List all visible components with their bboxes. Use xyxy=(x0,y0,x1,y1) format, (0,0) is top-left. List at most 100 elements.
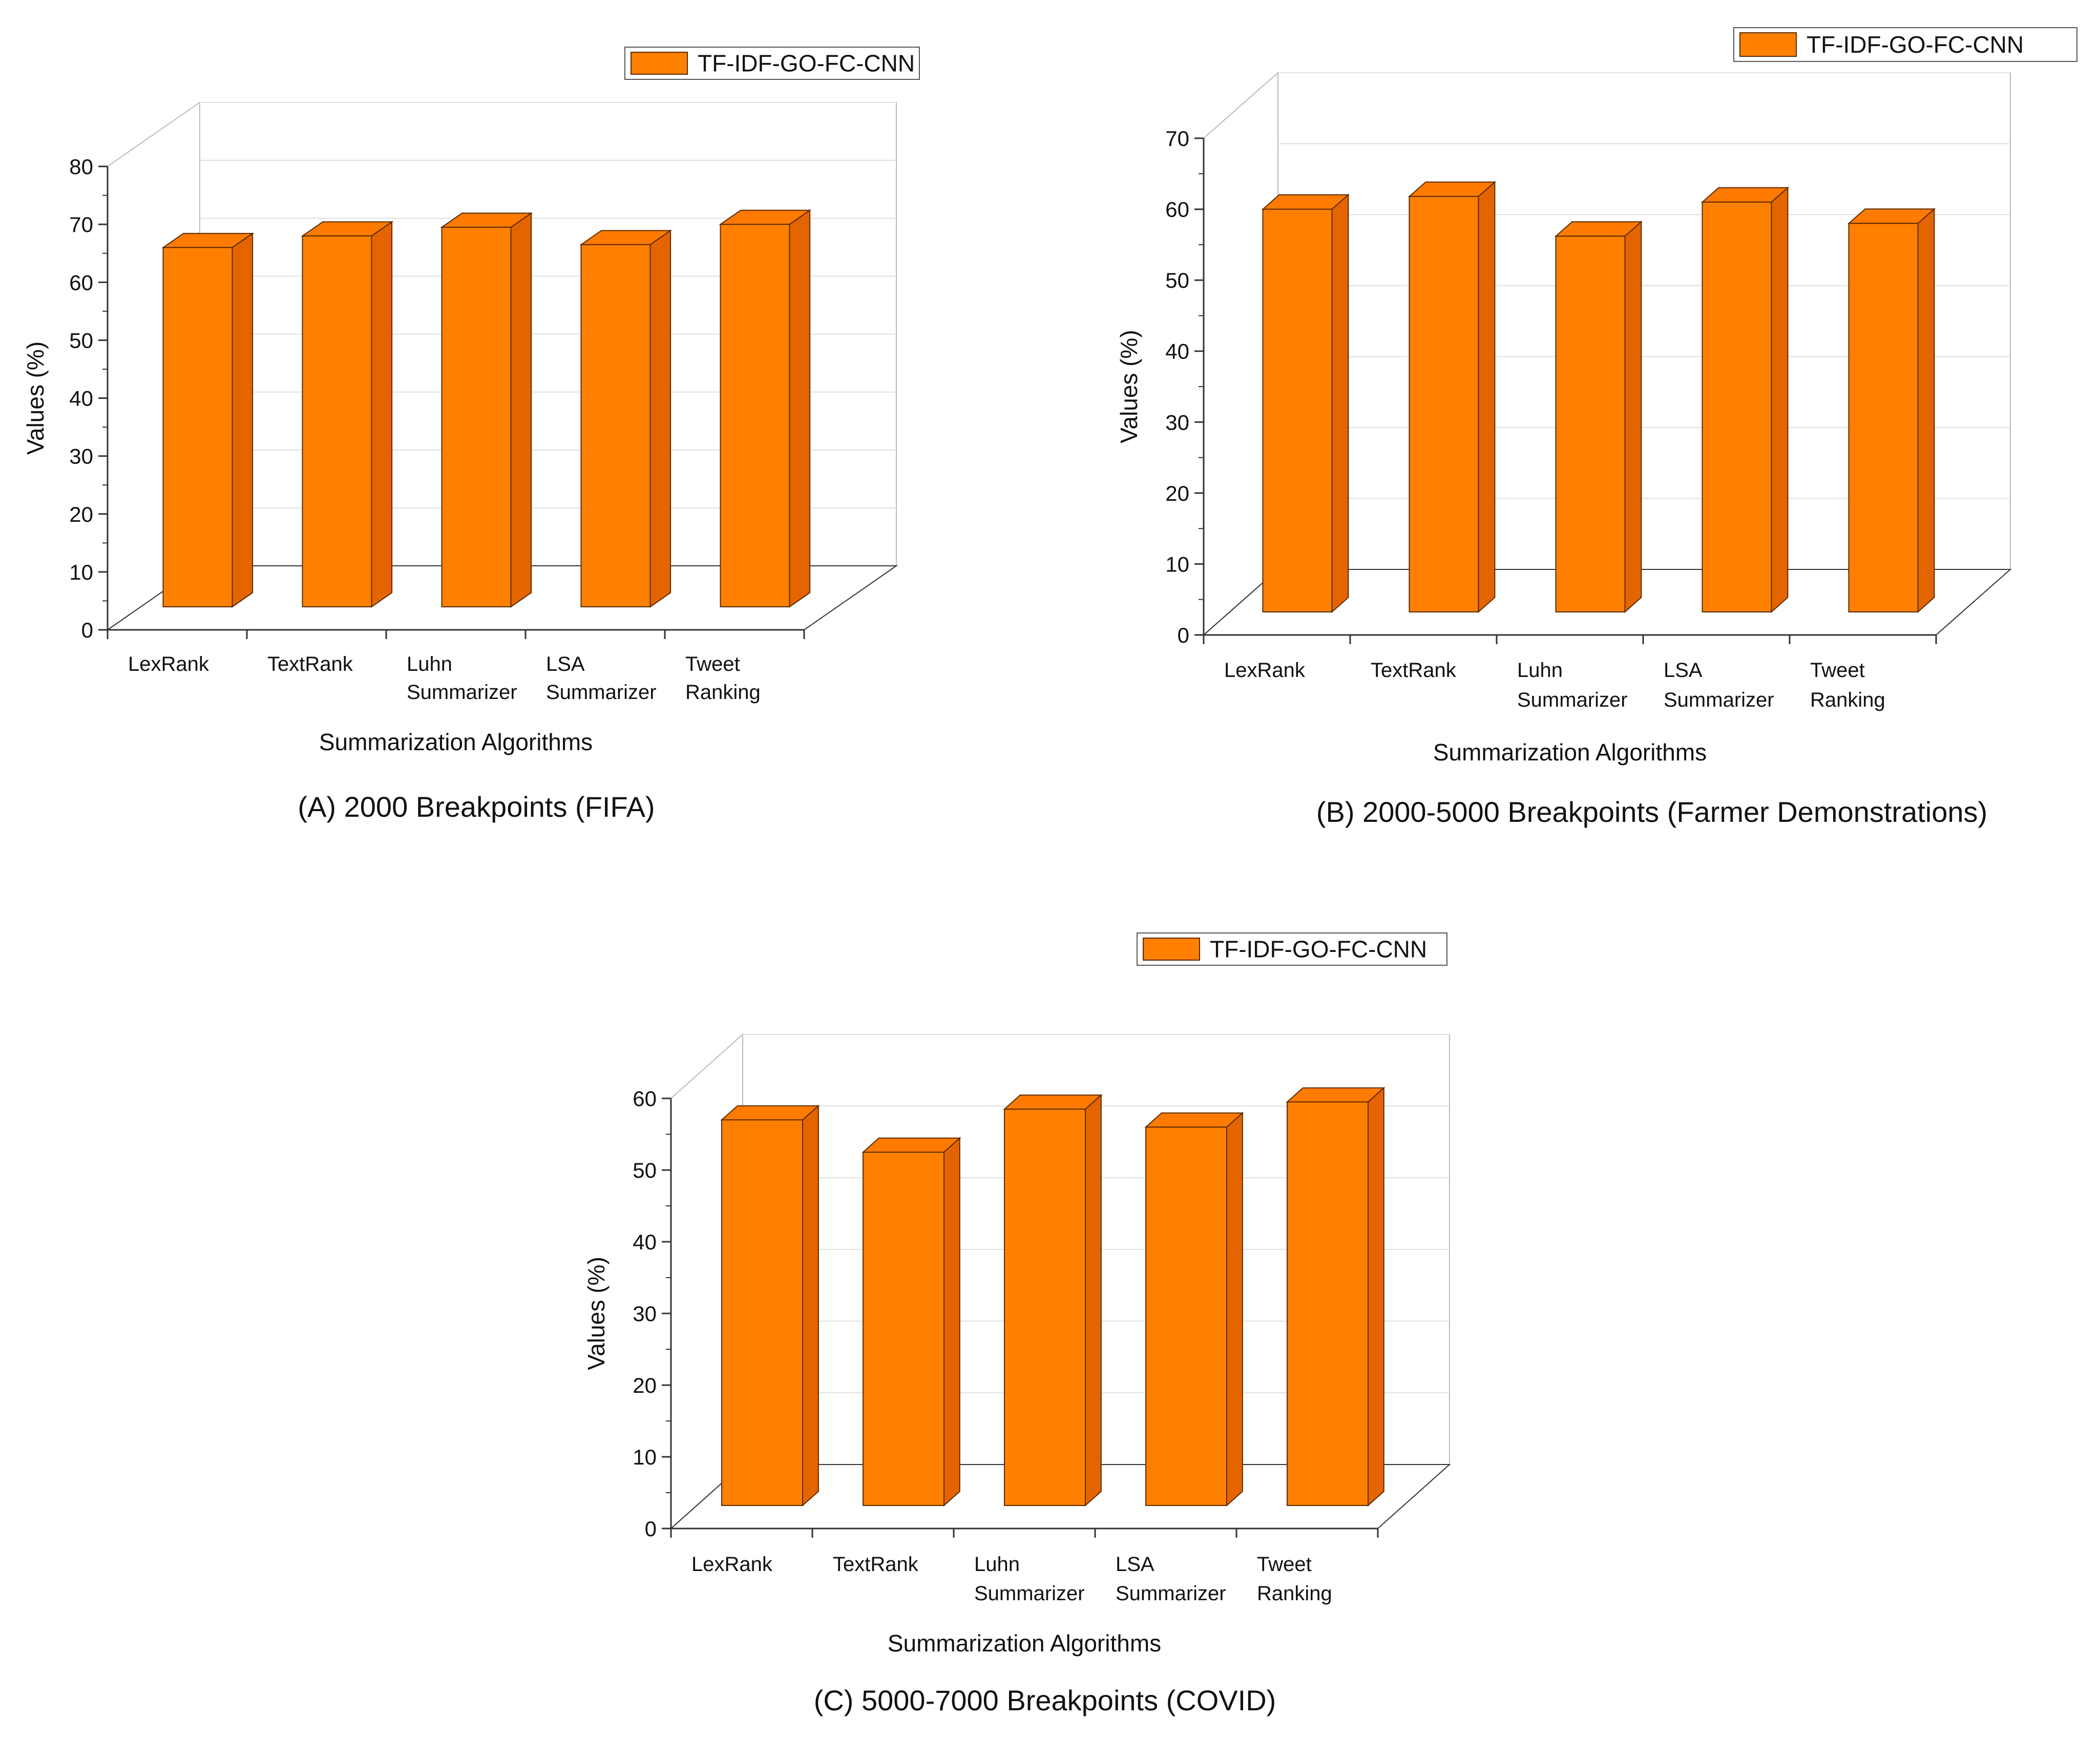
legend: TF-IDF-GO-FC-CNN xyxy=(1137,932,1447,966)
x-category-label: Summarizer xyxy=(546,681,657,704)
x-category-label: Summarizer xyxy=(1664,689,1774,711)
bar-5 xyxy=(719,209,812,608)
bar-4 xyxy=(1144,1112,1244,1507)
bar-top xyxy=(862,1137,961,1153)
bar-3 xyxy=(440,212,533,608)
bar-front xyxy=(441,226,512,607)
bar-front xyxy=(302,235,372,607)
bar-front xyxy=(580,244,651,607)
legend: TF-IDF-GO-FC-CNN xyxy=(624,47,920,80)
bar-front xyxy=(1848,223,1919,612)
y-tick-label: 0 xyxy=(81,618,93,642)
y-tick-label: 40 xyxy=(1165,339,1189,364)
bar-side xyxy=(1368,1087,1384,1507)
bar-side xyxy=(371,221,393,608)
bar-front xyxy=(863,1152,944,1506)
x-category-label: Ranking xyxy=(1810,689,1885,711)
legend-swatch xyxy=(631,52,688,75)
bar-3 xyxy=(1554,220,1643,613)
y-tick-label: 70 xyxy=(69,213,93,237)
bar-2 xyxy=(301,221,394,608)
x-category-label: Summarizer xyxy=(1517,689,1628,711)
bar-front xyxy=(1262,208,1333,613)
bar-4 xyxy=(579,229,673,608)
x-category-label: Tweet xyxy=(1257,1553,1312,1576)
y-tick-label: 40 xyxy=(69,387,93,411)
y-tick-label: 10 xyxy=(633,1445,657,1469)
bar-1 xyxy=(161,232,255,608)
legend: TF-IDF-GO-FC-CNN xyxy=(1733,27,2077,62)
bar-2 xyxy=(862,1137,961,1507)
bar-top xyxy=(1003,1094,1103,1110)
legend-swatch xyxy=(1143,938,1200,961)
chart-b-farmer-demonstrations: 0 10 20 30 40 50 60 70 LexRank TextRank Luhn Summar… xyxy=(1116,27,2077,828)
y-tick-label: 0 xyxy=(645,1517,657,1541)
legend-label: TF-IDF-GO-FC-CNN xyxy=(1807,31,2024,58)
bar-top xyxy=(1286,1087,1385,1102)
y-tick-label: 10 xyxy=(69,560,93,584)
x-category-label: Luhn xyxy=(1517,659,1563,682)
y-tick-label: 60 xyxy=(633,1087,657,1111)
chart-a-fifa: 0 10 20 30 40 50 60 70 80 LexRank TextRank Luhn Summ… xyxy=(22,47,920,823)
y-tick-label: 0 xyxy=(1178,623,1189,647)
x-category-label: TextRank xyxy=(833,1553,919,1576)
bar-front xyxy=(1702,201,1772,612)
bar-front xyxy=(1287,1101,1369,1506)
y-tick-label: 20 xyxy=(1165,481,1189,505)
x-category-label: LexRank xyxy=(1224,659,1306,682)
x-category-label: Summarizer xyxy=(1116,1582,1226,1605)
bar-side xyxy=(649,229,671,608)
x-category-label: TextRank xyxy=(1371,659,1457,682)
x-category-label: LSA xyxy=(1116,1553,1154,1576)
bar-front xyxy=(1555,236,1626,612)
bar-side xyxy=(232,232,254,608)
bar-2 xyxy=(1408,181,1497,613)
x-category-label: LSA xyxy=(1664,659,1703,682)
y-tick-label: 40 xyxy=(633,1230,657,1254)
x-category-label: Luhn xyxy=(974,1553,1020,1576)
x-category-label: Tweet xyxy=(685,653,740,675)
y-tick-label: 50 xyxy=(633,1158,657,1182)
bar-front xyxy=(1409,196,1479,612)
x-category-label: LexRank xyxy=(128,653,209,675)
chart-caption: (C) 5000-7000 Breakpoints (COVID) xyxy=(814,1684,1276,1716)
x-category-label: Luhn xyxy=(407,653,452,675)
legend-label: TF-IDF-GO-FC-CNN xyxy=(1210,936,1427,963)
legend-swatch xyxy=(1739,32,1797,57)
bar-side xyxy=(789,209,811,608)
x-category-label: Ranking xyxy=(1257,1582,1332,1605)
bar-side xyxy=(1917,207,1935,613)
bar-side xyxy=(802,1105,819,1507)
bar-front xyxy=(721,1119,803,1506)
y-tick-label: 30 xyxy=(633,1302,657,1326)
y-tick-label: 30 xyxy=(1165,410,1189,434)
y-tick-label: 30 xyxy=(69,444,93,469)
x-axis-title: Summarization Algorithms xyxy=(319,729,593,755)
bar-side xyxy=(1771,186,1789,613)
bar-front xyxy=(162,247,233,607)
bar-side xyxy=(1331,194,1349,613)
x-category-label: LSA xyxy=(546,653,585,675)
x-category-label: Ranking xyxy=(685,681,761,704)
chart-c-covid: 0 10 20 30 40 50 60 LexRank TextRank Luhn Summariz… xyxy=(583,932,1451,1716)
x-category-label: Tweet xyxy=(1810,659,1865,682)
bar-side xyxy=(510,212,532,608)
y-tick-label: 50 xyxy=(1165,268,1189,292)
bar-top xyxy=(720,1105,820,1120)
x-category-label: TextRank xyxy=(267,653,353,675)
chart-caption: (A) 2000 Breakpoints (FIFA) xyxy=(298,791,655,823)
x-axis-title: Summarization Algorithms xyxy=(888,1630,1161,1657)
bar-side xyxy=(1624,220,1642,613)
y-tick-label: 20 xyxy=(69,502,93,526)
bar-front xyxy=(1004,1109,1086,1506)
bar-4 xyxy=(1700,186,1790,613)
legend-label: TF-IDF-GO-FC-CNN xyxy=(698,50,915,77)
bar-top xyxy=(1144,1112,1244,1128)
y-tick-label: 70 xyxy=(1165,126,1189,151)
y-tick-label: 50 xyxy=(69,328,93,352)
bar-3 xyxy=(1003,1094,1103,1507)
bar-1 xyxy=(720,1105,820,1507)
y-axis-title: Values (%) xyxy=(583,1257,610,1370)
y-tick-label: 60 xyxy=(1165,198,1189,222)
